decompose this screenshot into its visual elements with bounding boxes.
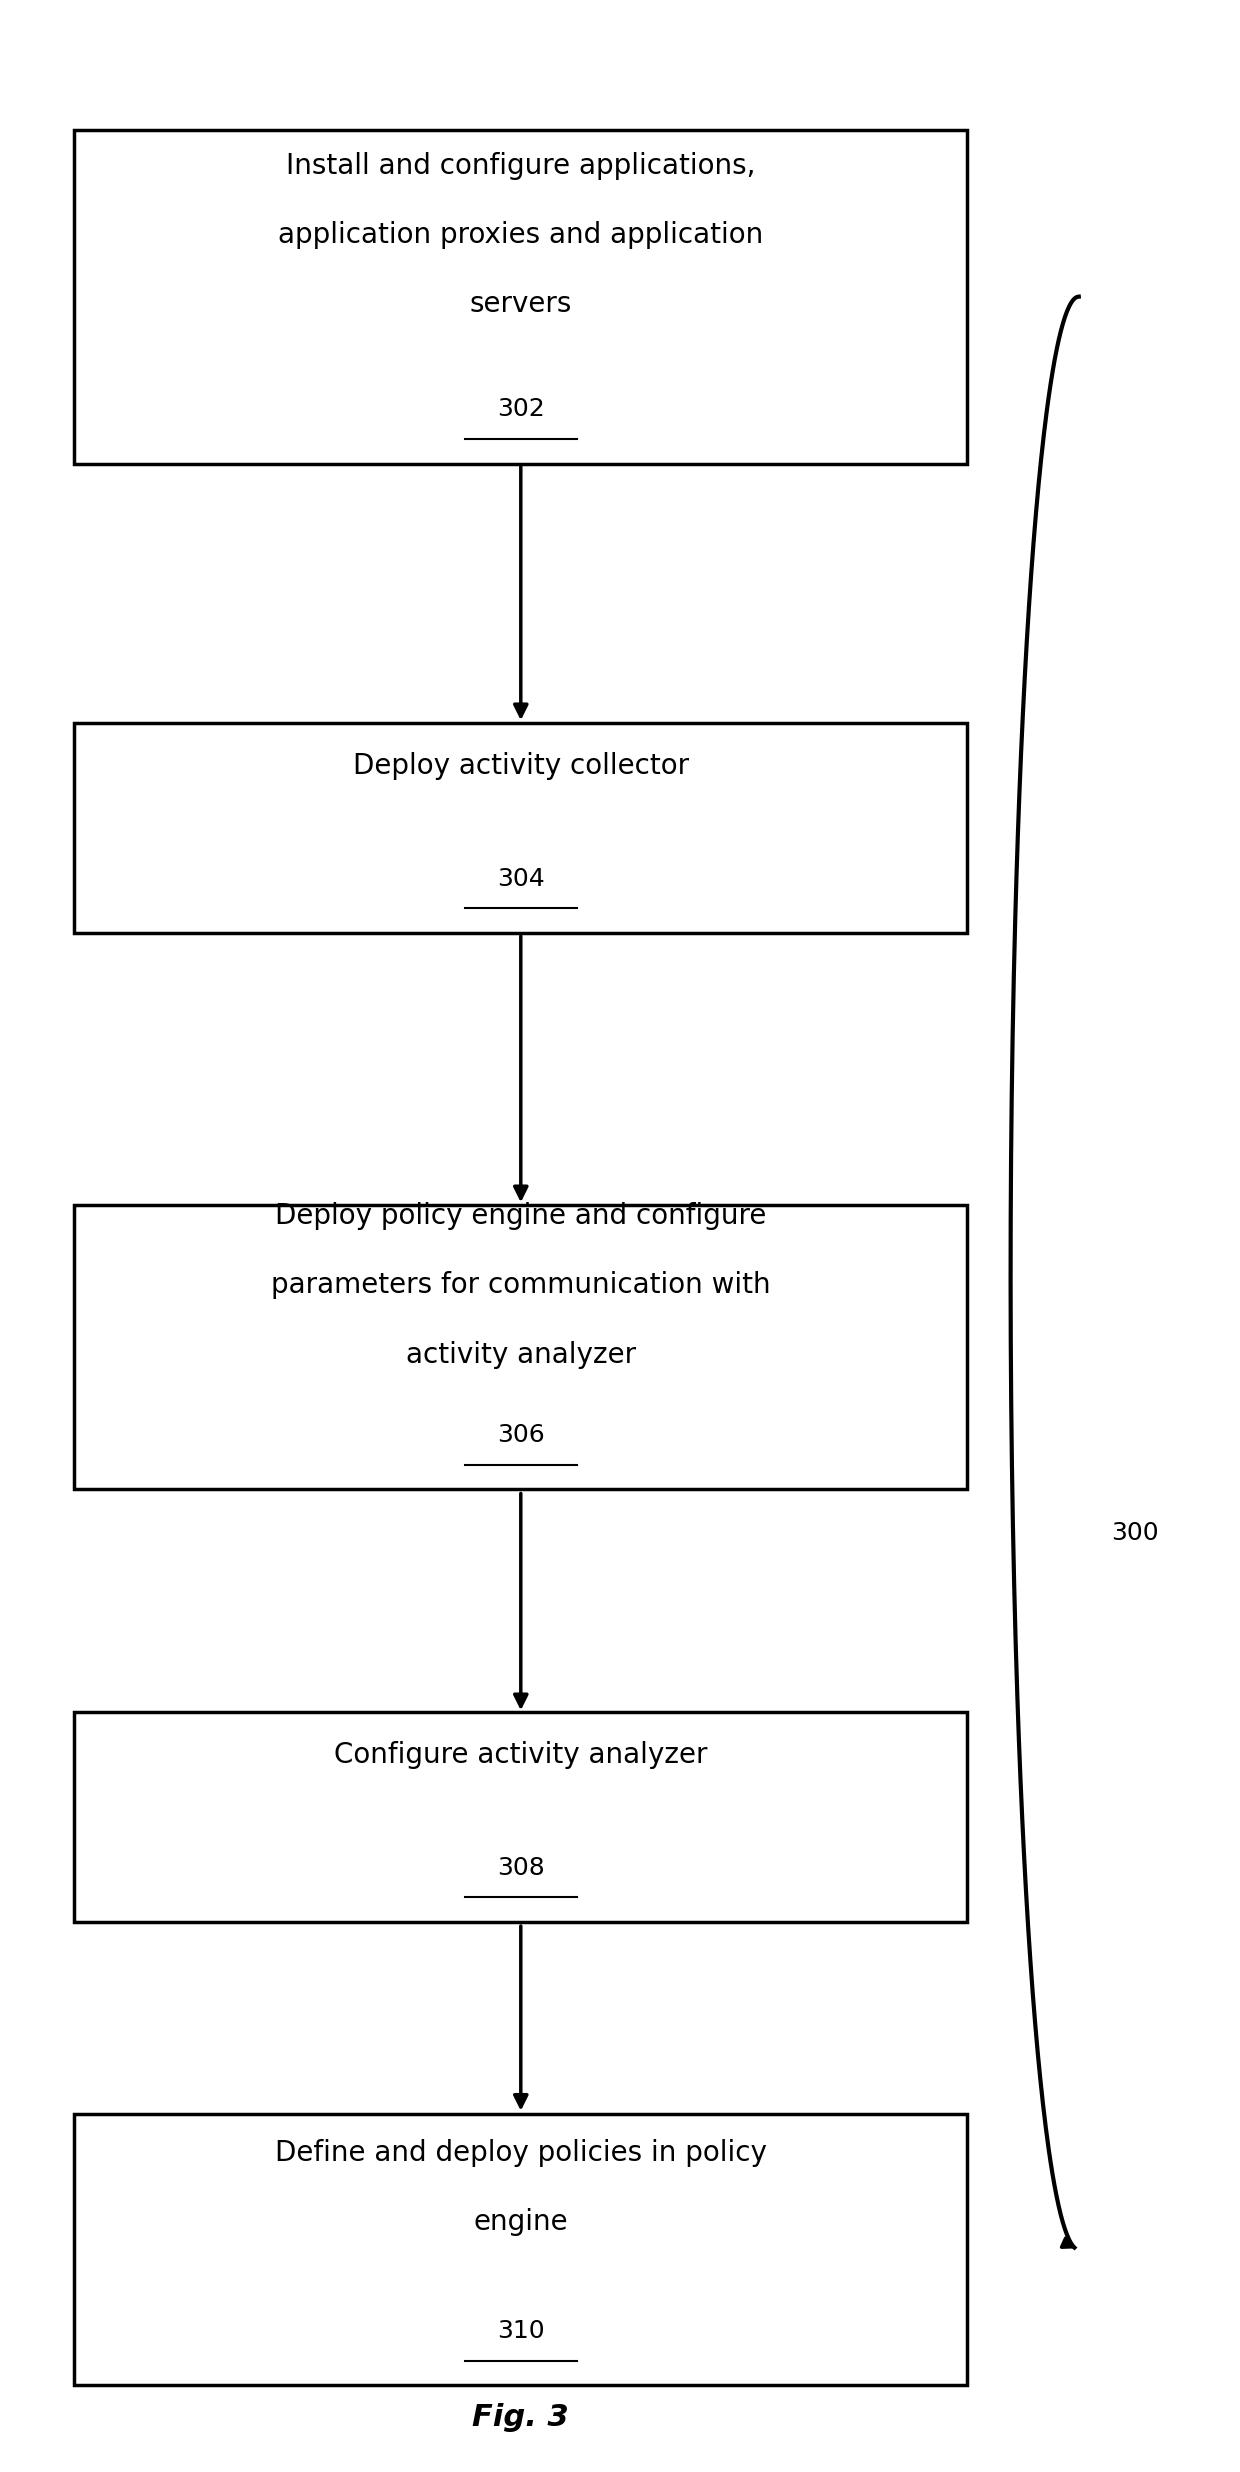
Text: activity analyzer: activity analyzer	[405, 1340, 636, 1369]
FancyBboxPatch shape	[74, 1206, 967, 1488]
Text: application proxies and application: application proxies and application	[278, 220, 764, 250]
Text: Fig. 3: Fig. 3	[472, 2403, 569, 2432]
FancyBboxPatch shape	[74, 2114, 967, 2385]
Text: 300: 300	[1111, 1520, 1158, 1545]
Text: Deploy policy engine and configure: Deploy policy engine and configure	[275, 1201, 766, 1231]
FancyBboxPatch shape	[74, 129, 967, 465]
Text: 310: 310	[497, 2319, 544, 2343]
Text: Configure activity analyzer: Configure activity analyzer	[334, 1740, 708, 1770]
Text: 308: 308	[497, 1856, 544, 1879]
FancyBboxPatch shape	[74, 1713, 967, 1923]
Text: servers: servers	[470, 289, 572, 319]
Text: 302: 302	[497, 398, 544, 420]
Text: 304: 304	[497, 868, 544, 890]
Text: Install and configure applications,: Install and configure applications,	[286, 151, 755, 180]
Text: engine: engine	[474, 2207, 568, 2237]
FancyBboxPatch shape	[74, 722, 967, 932]
Text: Deploy activity collector: Deploy activity collector	[352, 751, 689, 781]
Text: 306: 306	[497, 1424, 544, 1446]
Text: Define and deploy policies in policy: Define and deploy policies in policy	[275, 2138, 766, 2168]
Text: parameters for communication with: parameters for communication with	[272, 1271, 770, 1300]
